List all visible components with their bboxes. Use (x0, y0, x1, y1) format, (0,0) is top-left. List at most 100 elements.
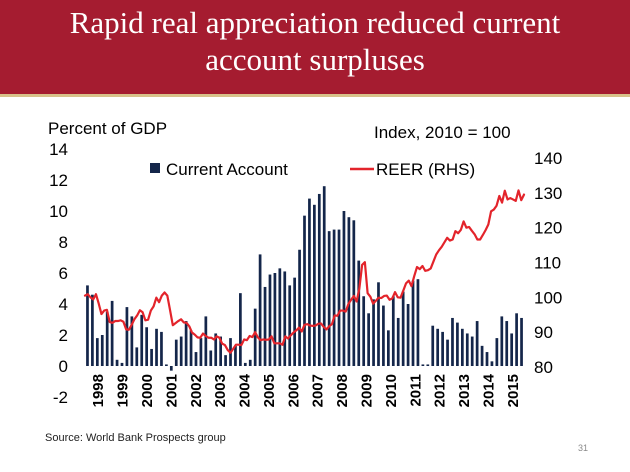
right-axis-label: Index, 2010 = 100 (374, 123, 511, 142)
x-tick-label: 2004 (237, 373, 254, 407)
current-account-bar (406, 304, 410, 366)
x-tick-label: 2009 (359, 374, 376, 407)
current-account-bar (169, 366, 173, 371)
x-tick-label: 2014 (480, 373, 497, 407)
current-account-bar (100, 335, 104, 366)
current-account-bar (130, 316, 134, 366)
x-tick-label: 2000 (139, 374, 156, 407)
current-account-bar (357, 260, 361, 366)
current-account-bar (105, 311, 109, 366)
current-account-bar (475, 321, 479, 366)
current-account-bar (426, 364, 430, 366)
current-account-bar (239, 293, 242, 366)
current-account-bar (470, 336, 474, 366)
x-tick-label: 2012 (432, 374, 449, 407)
current-account-bar (86, 285, 89, 366)
source-note: Source: World Bank Prospects group (45, 432, 226, 444)
current-account-bar (465, 333, 469, 366)
current-account-bar (317, 193, 321, 366)
current-account-bar (416, 279, 420, 366)
current-account-bar (490, 361, 494, 366)
current-account-bar (189, 330, 193, 366)
current-account-bar (485, 352, 489, 366)
current-account-bar (391, 296, 395, 366)
current-account-bar (460, 328, 464, 366)
x-tick-label: 2005 (261, 374, 278, 407)
left-tick-label: 2 (59, 326, 68, 345)
current-account-bar (263, 286, 267, 366)
x-tick-label: 2015 (505, 374, 522, 407)
current-account-bar (268, 274, 272, 366)
right-tick-label: 120 (534, 219, 562, 238)
current-account-bar (248, 359, 252, 366)
current-account-bar (500, 316, 504, 366)
current-account-bar (505, 321, 509, 366)
current-account-bar (362, 296, 366, 366)
x-tick-label: 2002 (188, 374, 205, 407)
current-account-bar (243, 362, 247, 366)
current-account-bar (278, 268, 282, 366)
current-account-bar (219, 336, 222, 366)
current-account-bar (436, 328, 440, 366)
current-account-bar (332, 229, 336, 366)
current-account-bar (174, 339, 178, 366)
current-account-bar (480, 345, 484, 366)
current-account-bar (165, 364, 168, 366)
left-tick-label: 10 (49, 202, 68, 221)
current-account-bar (91, 294, 94, 366)
current-account-bar (352, 220, 356, 366)
current-account-bar (441, 331, 444, 366)
current-account-bar (431, 325, 435, 366)
current-account-bar (95, 338, 99, 366)
current-account-bar (184, 321, 188, 366)
current-account-bar (115, 359, 119, 366)
current-account-bar (367, 313, 370, 366)
current-account-bar (456, 322, 459, 366)
current-account-bar (199, 338, 203, 366)
current-account-bar (303, 215, 306, 366)
current-account-bar (155, 328, 158, 366)
current-account-bar (520, 317, 523, 366)
current-account-bar (510, 333, 514, 366)
right-tick-label: 140 (534, 149, 562, 168)
current-account-bar (110, 300, 114, 366)
chart: Percent of GDP Index, 2010 = 100 -2 0 2 4 6 8… (48, 119, 562, 407)
current-account-bar (150, 348, 153, 366)
x-axis-ticks: 1998 1999 2000 2001 2002 2003 2004 2005 2006 2007… (90, 373, 522, 407)
x-tick-label: 2003 (212, 374, 229, 407)
current-account-bar (214, 333, 218, 366)
current-account-bar (327, 231, 331, 366)
x-tick-label: 2013 (456, 374, 473, 407)
title-band (0, 0, 630, 94)
left-tick-label: 8 (59, 233, 68, 252)
current-account-bar (421, 364, 425, 366)
left-axis-ticks: -2 0 2 4 6 8 10 12 14 (49, 140, 68, 407)
x-tick-label: 1999 (115, 374, 132, 407)
current-account-bar (377, 282, 380, 366)
current-account-bars (86, 186, 523, 371)
current-account-bar (313, 204, 316, 366)
current-account-bar (322, 186, 326, 366)
current-account-bar (209, 350, 213, 366)
x-tick-label: 1998 (90, 374, 107, 407)
right-tick-label: 80 (534, 358, 553, 377)
x-tick-label: 2006 (285, 374, 302, 407)
legend-label-current-account: Current Account (166, 160, 288, 179)
left-axis-label: Percent of GDP (48, 119, 167, 138)
left-tick-label: 6 (59, 264, 68, 283)
current-account-bar (234, 345, 237, 366)
left-tick-label: 12 (49, 171, 68, 190)
current-account-bar (194, 352, 198, 366)
current-account-bar (204, 316, 208, 366)
right-tick-label: 100 (534, 288, 562, 307)
current-account-bar (446, 339, 449, 366)
current-account-bar (125, 307, 129, 366)
current-account-bar (515, 313, 518, 366)
slide-title-line-2: account surpluses (205, 42, 425, 77)
right-tick-label: 90 (534, 323, 553, 342)
legend-label-reer: REER (RHS) (376, 160, 475, 179)
x-tick-label: 2007 (310, 374, 327, 407)
x-tick-label: 2011 (407, 374, 424, 407)
current-account-bar (253, 308, 257, 366)
x-tick-label: 2008 (334, 374, 351, 407)
